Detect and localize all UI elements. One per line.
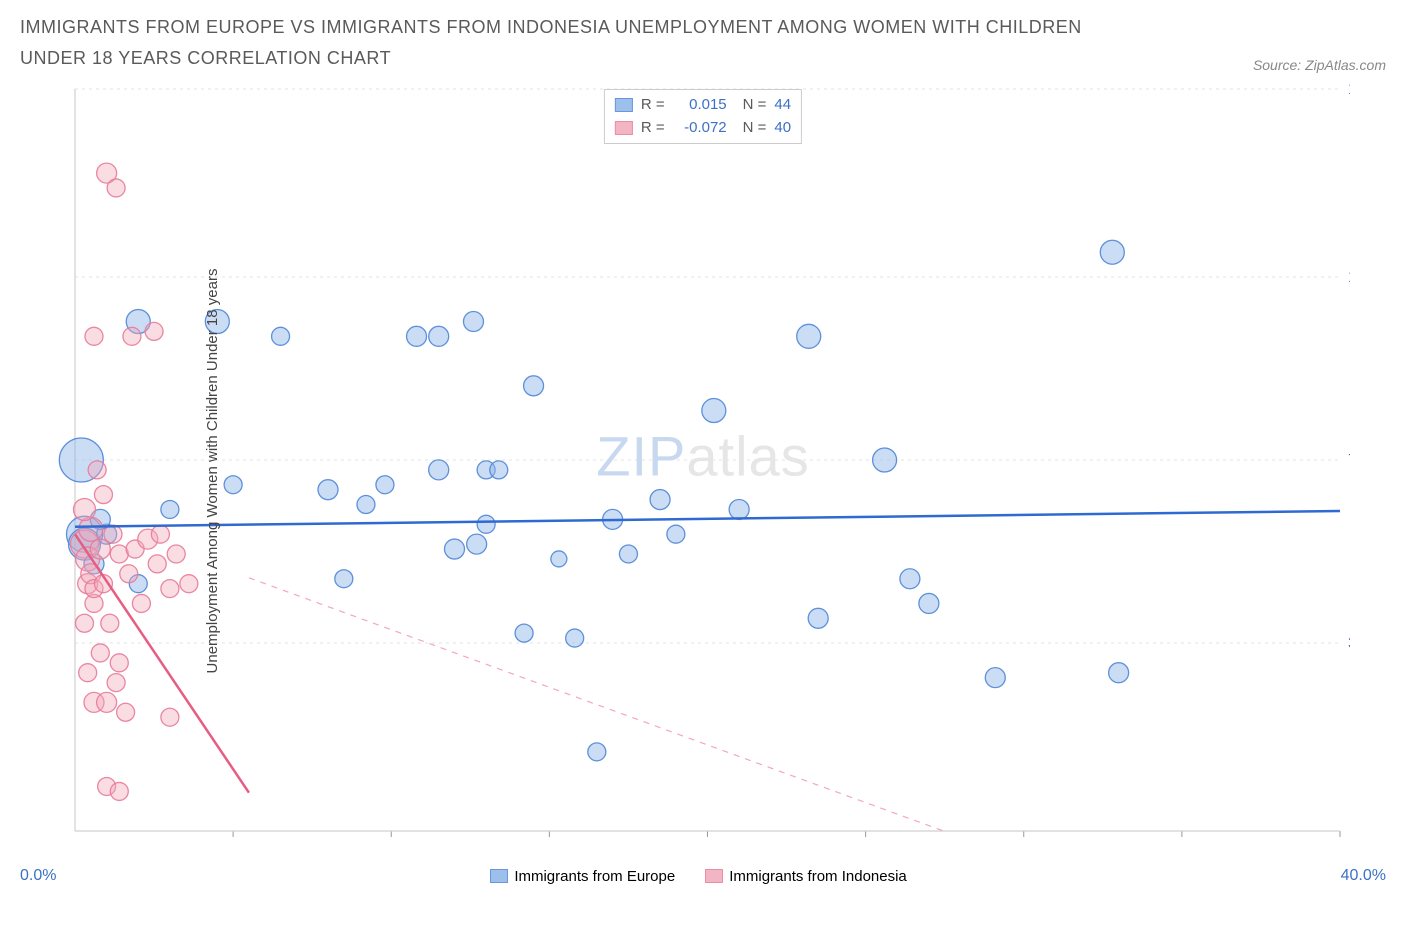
chart-title: IMMIGRANTS FROM EUROPE VS IMMIGRANTS FRO… xyxy=(20,12,1120,73)
legend-row-indonesia: R = -0.072 N = 40 xyxy=(615,117,791,140)
correlation-legend: R = 0.015 N = 44 R = -0.072 N = 40 xyxy=(604,89,802,144)
source-attribution: Source: ZipAtlas.com xyxy=(1253,57,1386,73)
svg-text:11.2%: 11.2% xyxy=(1348,269,1350,286)
y-axis-label: Unemployment Among Women with Children U… xyxy=(204,269,221,674)
legend-series-indonesia: Immigrants from Indonesia xyxy=(705,868,907,885)
swatch-europe xyxy=(615,98,633,112)
bottom-legend: 0.0% Immigrants from Europe Immigrants f… xyxy=(20,867,1386,885)
swatch-indonesia xyxy=(615,121,633,135)
legend-row-europe: R = 0.015 N = 44 xyxy=(615,94,791,117)
x-axis-min: 0.0% xyxy=(20,867,56,885)
legend-series-europe: Immigrants from Europe xyxy=(490,868,675,885)
svg-text:7.5%: 7.5% xyxy=(1348,452,1350,469)
svg-text:3.8%: 3.8% xyxy=(1348,635,1350,652)
chart-container: Unemployment Among Women with Children U… xyxy=(20,81,1386,861)
swatch-europe-icon xyxy=(490,869,508,883)
swatch-indonesia-icon xyxy=(705,869,723,883)
svg-text:15.0%: 15.0% xyxy=(1348,81,1350,98)
x-axis-max: 40.0% xyxy=(1341,867,1386,885)
